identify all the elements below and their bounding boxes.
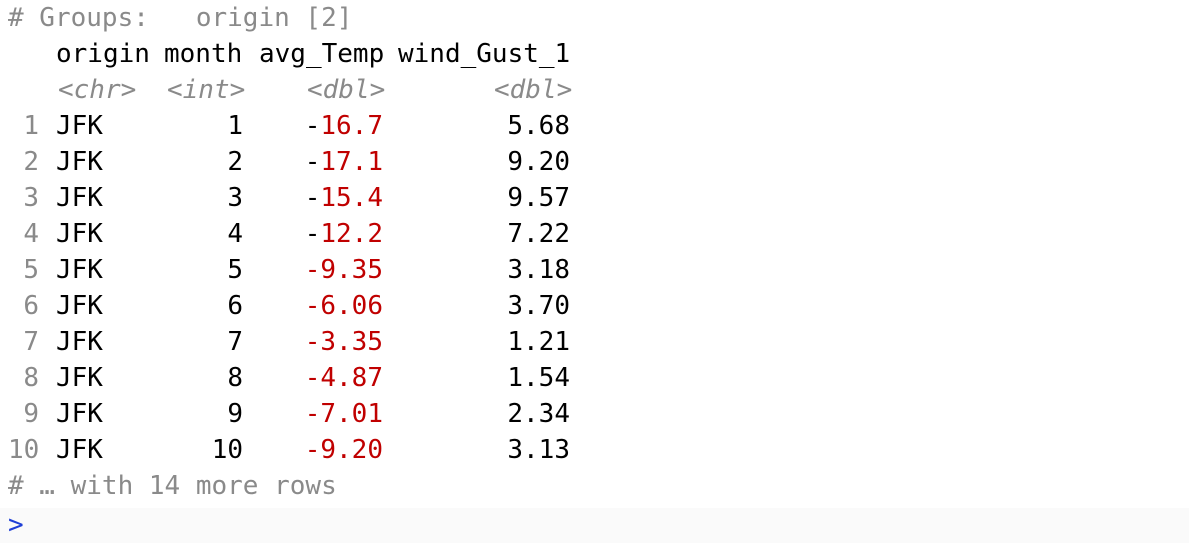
cell-avg-temp: -16.7: [288, 108, 383, 144]
cell-avg-temp: -6.06: [288, 288, 383, 324]
table-row: 6 JFK 6 -6.06 3.70: [8, 288, 1178, 324]
column-type-month: <int>: [167, 75, 246, 105]
table-rows: 1 JFK 1 -16.7 5.68 2 JFK 2 -17.1 9.20 3 JFK 3 -15.4 9.…: [8, 108, 1178, 468]
table-row: 8 JFK 8 -4.87 1.54: [8, 360, 1178, 396]
avg-temp-sign: -: [304, 183, 321, 213]
cell-origin: JFK: [56, 291, 103, 321]
row-index: 6: [23, 291, 39, 321]
avg-temp-value: -4.87: [304, 363, 383, 393]
avg-temp-sign: -: [304, 219, 321, 249]
cell-origin: JFK: [56, 219, 103, 249]
avg-temp-value: -6.06: [304, 291, 383, 321]
avg-temp-value: -9.20: [304, 435, 383, 465]
cell-origin: JFK: [56, 327, 103, 357]
cell-avg-temp: -9.20: [288, 432, 383, 468]
cell-avg-temp: -4.87: [288, 360, 383, 396]
console-prompt: >: [8, 510, 24, 540]
groups-comment: # Groups: origin [2]: [8, 3, 353, 33]
table-row: 1 JFK 1 -16.7 5.68: [8, 108, 1178, 144]
cell-month: 5: [227, 255, 243, 285]
column-header-avg-temp: avg_Temp: [259, 39, 385, 69]
cell-avg-temp: -3.35: [288, 324, 383, 360]
row-index: 3: [23, 183, 39, 213]
cell-month: 3: [227, 183, 243, 213]
cell-month: 10: [211, 435, 243, 465]
table-row: 5 JFK 5 -9.35 3.18: [8, 252, 1178, 288]
cell-origin: JFK: [56, 111, 103, 141]
cell-wind-gust: 7.22: [507, 219, 570, 249]
column-header-row: origin month avg_Temp wind_Gust_1: [8, 36, 1178, 72]
table-row: 4 JFK 4 -12.2 7.22: [8, 216, 1178, 252]
more-rows-comment: # … with 14 more rows: [8, 471, 337, 501]
cell-month: 2: [227, 147, 243, 177]
avg-temp-value: -3.35: [304, 327, 383, 357]
cell-origin: JFK: [56, 255, 103, 285]
row-index: 4: [23, 219, 39, 249]
column-header-origin: origin: [56, 39, 150, 69]
row-index: 7: [23, 327, 39, 357]
column-header-month: month: [164, 39, 243, 69]
column-type-wind-gust: <dbl>: [494, 75, 573, 105]
cell-wind-gust: 5.68: [507, 111, 570, 141]
avg-temp-value: 15.4: [320, 183, 383, 213]
cell-wind-gust: 3.13: [507, 435, 570, 465]
cell-wind-gust: 1.54: [507, 363, 570, 393]
console-output: # Groups: origin [2] origin month avg_Te…: [8, 0, 1178, 504]
row-index: 9: [23, 399, 39, 429]
row-index: 5: [23, 255, 39, 285]
cell-avg-temp: -12.2: [288, 216, 383, 252]
cell-avg-temp: -7.01: [288, 396, 383, 432]
cell-wind-gust: 2.34: [507, 399, 570, 429]
cell-month: 4: [227, 219, 243, 249]
column-type-origin: <chr>: [58, 75, 137, 105]
cell-wind-gust: 1.21: [507, 327, 570, 357]
table-row: 2 JFK 2 -17.1 9.20: [8, 144, 1178, 180]
cell-origin: JFK: [56, 147, 103, 177]
table-row: 9 JFK 9 -7.01 2.34: [8, 396, 1178, 432]
console-input-line[interactable]: >: [0, 508, 1189, 543]
table-row: 7 JFK 7 -3.35 1.21: [8, 324, 1178, 360]
avg-temp-value: 17.1: [320, 147, 383, 177]
cell-wind-gust: 9.57: [507, 183, 570, 213]
cell-origin: JFK: [56, 363, 103, 393]
avg-temp-sign: -: [304, 147, 321, 177]
cell-month: 6: [227, 291, 243, 321]
cell-avg-temp: -15.4: [288, 180, 383, 216]
column-type-row: <chr> <int> <dbl> <dbl>: [8, 72, 1178, 108]
cell-wind-gust: 3.70: [507, 291, 570, 321]
row-index: 8: [23, 363, 39, 393]
avg-temp-value: 16.7: [320, 111, 383, 141]
cell-month: 9: [227, 399, 243, 429]
table-row: 3 JFK 3 -15.4 9.57: [8, 180, 1178, 216]
cell-month: 1: [227, 111, 243, 141]
cell-avg-temp: -17.1: [288, 144, 383, 180]
cell-month: 8: [227, 363, 243, 393]
row-index: 1: [23, 111, 39, 141]
avg-temp-sign: -: [304, 111, 321, 141]
table-row: 10 JFK 10 -9.20 3.13: [8, 432, 1178, 468]
cell-wind-gust: 3.18: [507, 255, 570, 285]
column-type-avg-temp: <dbl>: [307, 75, 386, 105]
avg-temp-value: -7.01: [304, 399, 383, 429]
cell-origin: JFK: [56, 435, 103, 465]
avg-temp-value: 12.2: [320, 219, 383, 249]
cell-month: 7: [227, 327, 243, 357]
avg-temp-value: -9.35: [304, 255, 383, 285]
column-header-wind-gust: wind_Gust_1: [398, 39, 571, 69]
row-index: 2: [23, 147, 39, 177]
cell-origin: JFK: [56, 183, 103, 213]
cell-origin: JFK: [56, 399, 103, 429]
cell-wind-gust: 9.20: [507, 147, 570, 177]
cell-avg-temp: -9.35: [288, 252, 383, 288]
row-index: 10: [8, 435, 40, 465]
